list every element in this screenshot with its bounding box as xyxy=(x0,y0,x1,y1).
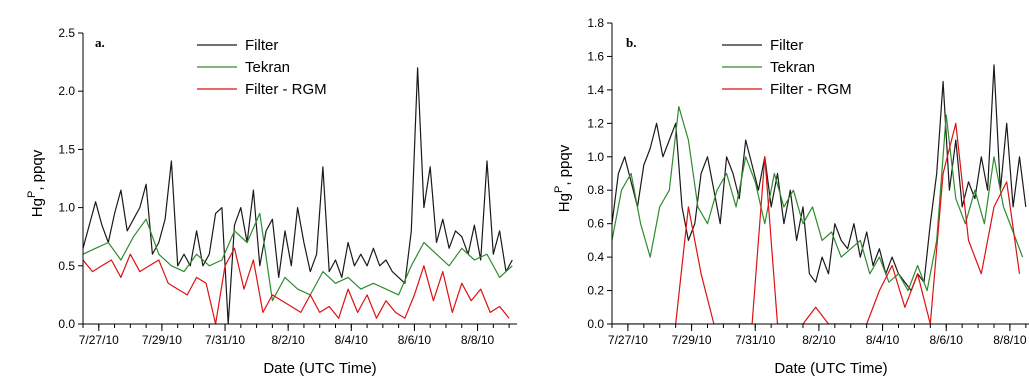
x-tick-label: 8/4/10 xyxy=(335,333,369,347)
x-tick-label: 7/31/10 xyxy=(205,333,245,347)
y-tick-label: 1.8 xyxy=(587,16,604,30)
panel-label: b. xyxy=(626,35,636,50)
x-axis-label: Date (UTC Time) xyxy=(263,360,376,377)
y-tick-label: 0.2 xyxy=(587,284,604,298)
x-tick-label: 7/29/10 xyxy=(672,333,712,347)
series-line-filter-rgm xyxy=(83,247,510,324)
legend-label: Filter xyxy=(245,37,278,54)
y-tick-label: 1.2 xyxy=(587,116,604,130)
x-tick-label: 8/8/10 xyxy=(993,333,1027,347)
series-line-filter-rgm xyxy=(612,122,1021,324)
x-tick-label: 8/4/10 xyxy=(866,333,900,347)
series-line-tekran xyxy=(612,105,1024,292)
series-lines xyxy=(83,67,513,324)
series-line-filter xyxy=(83,67,513,324)
series-line-tekran xyxy=(83,212,513,302)
x-axis-label: Date (UTC Time) xyxy=(774,360,887,377)
panel-label: a. xyxy=(95,35,105,50)
legend-label: Filter - RGM xyxy=(245,81,327,98)
x-tick-label: 8/6/10 xyxy=(930,333,964,347)
x-tick-label: 7/27/10 xyxy=(608,333,648,347)
legend-label: Tekran xyxy=(770,59,815,76)
y-tick-label: 2.5 xyxy=(58,26,75,40)
y-tick-label: 0.4 xyxy=(587,250,604,264)
y-tick-label: 0.8 xyxy=(587,183,604,197)
series-line-filter xyxy=(612,64,1027,292)
x-tick-label: 8/2/10 xyxy=(802,333,836,347)
chart-panel-b: 0.0 0.2 0.4 0.6 0.8 1.0 1.2 1.4 1.6 1.8 7/27/10 7/2… xyxy=(553,16,1029,377)
series-lines xyxy=(612,64,1027,324)
y-tick-label: 1.4 xyxy=(587,83,604,97)
x-tick-label: 8/6/10 xyxy=(398,333,432,347)
x-tick-label: 7/27/10 xyxy=(79,333,119,347)
y-tick-label: 0.6 xyxy=(587,217,604,231)
x-tick-label: 8/2/10 xyxy=(271,333,305,347)
y-tick-label: 1.6 xyxy=(587,49,604,63)
y-tick-label: 0.0 xyxy=(587,317,604,331)
x-tick-label: 8/8/10 xyxy=(461,333,495,347)
y-tick-label: 1.5 xyxy=(58,142,75,156)
y-axis-label: HgP, ppqv xyxy=(26,149,46,217)
y-axis-label: HgP, ppqv xyxy=(553,144,573,212)
y-tick-label: 1.0 xyxy=(58,201,75,215)
y-tick-label: 0.5 xyxy=(58,259,75,273)
legend-label: Filter - RGM xyxy=(770,81,852,98)
x-tick-label: 7/31/10 xyxy=(735,333,775,347)
y-tick-label: 0.0 xyxy=(58,317,75,331)
legend: Filter Tekran Filter - RGM xyxy=(197,37,327,98)
legend-label: Tekran xyxy=(245,59,290,76)
x-tick-label: 7/29/10 xyxy=(142,333,182,347)
legend: Filter Tekran Filter - RGM xyxy=(722,37,852,98)
y-tick-label: 2.0 xyxy=(58,84,75,98)
chart-panel-a: 0.0 0.5 1.0 1.5 2.0 2.5 7/27/10 7/29/10 7/31/10 8… xyxy=(26,26,517,377)
legend-label: Filter xyxy=(770,37,803,54)
y-tick-label: 1.0 xyxy=(587,150,604,164)
